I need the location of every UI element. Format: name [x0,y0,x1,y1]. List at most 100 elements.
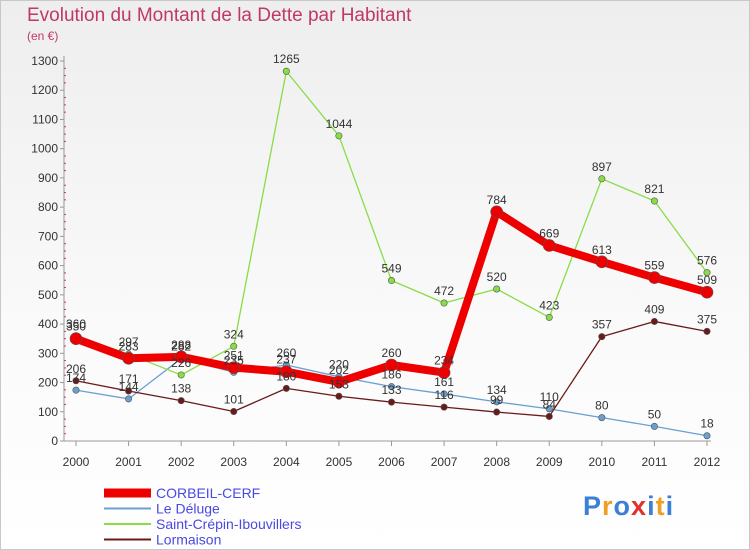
data-point [440,390,448,398]
data-point [174,350,188,364]
data-point [648,271,661,284]
y-tick-label: 500 [38,288,58,302]
chart-title: Evolution du Montant de la Dette par Hab… [27,5,412,26]
data-label: 220 [329,358,349,372]
data-point [703,269,711,277]
data-point [703,432,711,440]
y-tick-label: 0 [51,434,58,448]
y-tick-label: 1100 [32,112,58,126]
data-label: 234 [434,354,454,368]
data-point [440,403,448,411]
data-label: 472 [434,284,454,298]
data-label: 206 [66,362,86,376]
y-tick-label: 100 [38,405,58,419]
series-line [75,70,708,376]
data-label: 202 [329,363,349,377]
data-point [69,332,83,345]
y-tick-label: 1000 [31,142,58,156]
data-label: 520 [487,270,507,284]
data-point [545,405,553,413]
data-point [703,327,711,335]
data-point [280,365,293,379]
data-label: 784 [487,193,507,207]
data-label: 153 [329,377,349,391]
data-label: 237 [276,353,296,367]
data-label: 133 [381,383,401,397]
data-label: 576 [697,254,717,268]
data-label: 324 [224,327,244,341]
data-point [125,387,133,395]
data-point [440,299,448,307]
data-point [125,395,133,403]
y-tick-label: 800 [38,200,58,214]
x-tick-label: 2010 [588,455,615,469]
data-label: 260 [381,346,401,360]
data-label: 174 [66,371,86,385]
data-label: 80 [595,399,609,413]
data-label: 134 [487,383,507,397]
data-point [542,239,556,252]
logo-letter: o [613,491,632,521]
x-tick-label: 2012 [694,455,721,469]
data-point [598,175,606,183]
data-label: 110 [540,390,559,404]
data-label: 99 [490,393,504,407]
x-tick-label: 2011 [642,455,668,469]
data-point [282,67,290,75]
data-point [335,132,343,140]
data-label: 409 [644,302,664,316]
x-tick-label: 2000 [63,455,90,469]
logo-letter: i [665,491,675,521]
legend-label: Lormaison [156,532,221,548]
y-tick-label: 1300 [31,54,58,68]
data-label: 669 [539,226,559,240]
data-point [227,361,241,374]
y-tick-label: 600 [38,259,58,273]
data-point [650,197,658,205]
chart-subtitle: (en €) [27,29,59,43]
logo-letter: r [602,491,614,521]
data-label: 84 [543,397,557,411]
data-label: 375 [697,312,717,326]
x-tick-label: 2005 [326,455,353,469]
data-label: 350 [66,320,86,334]
data-label: 171 [119,372,139,386]
data-point [230,407,238,415]
x-tick-label: 2007 [431,455,458,469]
data-label: 1044 [326,117,353,131]
data-label: 138 [171,382,191,396]
data-point [177,371,185,379]
data-label: 101 [224,392,244,406]
data-label: 509 [697,273,717,287]
logo-letter: t [655,491,666,521]
data-label: 549 [381,262,401,276]
data-point [490,205,503,219]
y-tick-label: 300 [38,346,58,360]
logo-letter: i [647,491,656,521]
data-label: 116 [435,388,454,402]
legend-label: Le Déluge [156,501,220,517]
x-tick-label: 2003 [220,455,247,469]
x-tick-label: 2004 [273,455,300,469]
data-label: 226 [171,356,191,370]
x-tick-label: 2008 [483,455,510,469]
logo-letter: x [631,491,648,521]
data-label: 613 [592,243,612,257]
y-tick-label: 700 [38,229,58,243]
y-tick-label: 1200 [31,83,58,97]
data-point [700,285,714,299]
data-label: 357 [592,318,612,332]
data-point [230,342,238,350]
data-point [598,333,606,341]
data-point [387,398,395,406]
y-tick-label: 200 [38,376,58,390]
data-point [650,422,658,430]
data-label: 186 [381,368,401,382]
data-label: 180 [276,369,296,383]
data-point [282,384,290,392]
data-label: 559 [644,259,664,273]
data-point [650,317,658,325]
x-tick-label: 2006 [378,455,405,469]
